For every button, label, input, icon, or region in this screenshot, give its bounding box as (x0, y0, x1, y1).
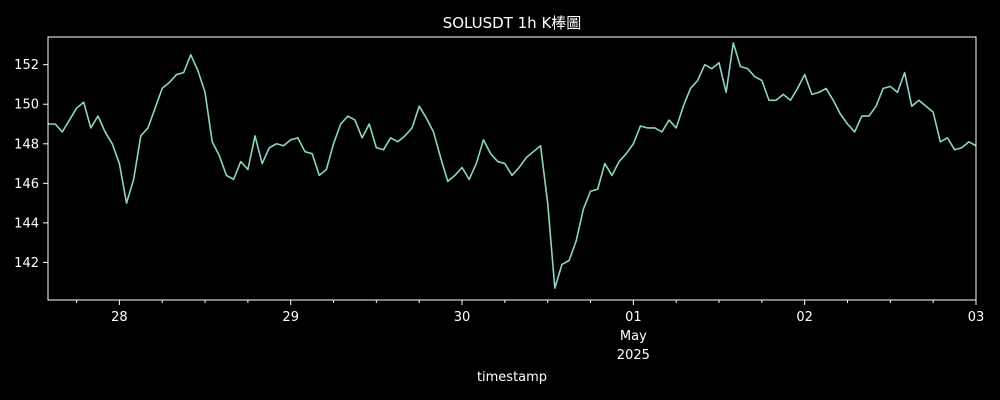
x-tick-year-label: 2025 (617, 348, 650, 363)
plot-frame (47, 36, 977, 301)
chart-title: SOLUSDT 1h K棒圖 (443, 14, 582, 32)
series-line-0 (48, 42, 977, 289)
y-tick-label: 146 (14, 177, 39, 192)
x-axis: 28 29 30 01 May 2025 02 03 (76, 300, 985, 363)
x-tick-label: 03 (968, 310, 985, 325)
y-tick-label: 150 (14, 98, 39, 113)
x-tick-label: 02 (796, 310, 813, 325)
x-tick-label: 01 (625, 310, 642, 325)
y-axis: 142 144 146 148 150 152 (14, 58, 48, 271)
x-tick-label: 29 (282, 310, 299, 325)
y-tick-label: 142 (14, 256, 39, 271)
x-tick-month-label: May (620, 329, 647, 344)
y-tick-label: 148 (14, 137, 39, 152)
x-axis-label: timestamp (477, 370, 547, 385)
y-tick-label: 152 (14, 58, 39, 73)
x-tick-label: 30 (454, 310, 471, 325)
x-tick-label: 28 (111, 310, 128, 325)
plot-area (48, 42, 977, 289)
y-tick-label: 144 (14, 216, 39, 231)
